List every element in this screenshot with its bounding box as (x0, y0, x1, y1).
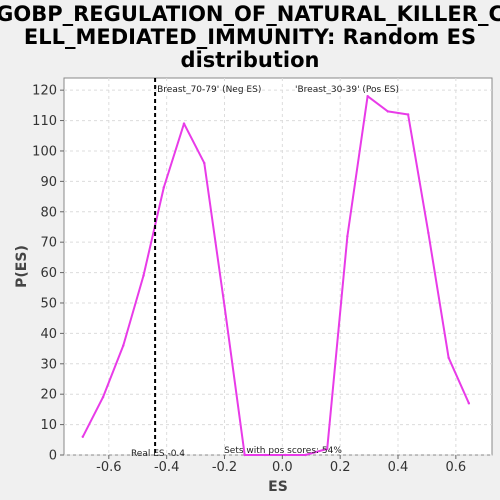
data-point (223, 304, 226, 308)
data-point (182, 122, 186, 125)
y-tick-label: 20 (40, 388, 57, 403)
data-point (325, 447, 329, 451)
neg-es-label: 'Breast_70-79' (Neg ES) (155, 85, 262, 95)
y-axis-label: P(ES) (14, 245, 30, 288)
data-point (81, 435, 84, 438)
data-point (243, 453, 246, 457)
pos-scores-label: Sets with pos scores: 54% (224, 446, 342, 456)
y-tick-label: 80 (40, 205, 57, 220)
y-tick-label: 10 (40, 418, 57, 433)
y-tick-label: 100 (32, 144, 57, 159)
chart-title: GOBP_REGULATION_OF_NATURAL_KILLER_CELL_M… (0, 2, 500, 72)
real-es-label: Real ES -0.4 (131, 449, 185, 459)
y-tick-label: 30 (40, 357, 57, 372)
grid-lines (64, 78, 492, 456)
data-point (366, 95, 369, 98)
title-line: ELL_MEDIATED_IMMUNITY: Random ES (24, 25, 476, 49)
x-tick-label: 0.6 (446, 460, 467, 475)
data-point (263, 453, 267, 457)
data-point (203, 161, 206, 165)
data-point (162, 186, 165, 189)
series-lines (81, 95, 471, 457)
data-point (101, 396, 105, 399)
y-tick-label: 110 (32, 114, 57, 129)
data-point (304, 453, 307, 457)
data-point (386, 110, 390, 113)
data-point (142, 274, 145, 277)
series-line (81, 95, 470, 456)
x-tick-label: -0.2 (212, 460, 237, 475)
data-point (427, 231, 430, 235)
data-point (122, 344, 125, 347)
y-tick-label: 70 (40, 236, 57, 251)
y-tick-label: 50 (40, 296, 57, 311)
title-line: distribution (181, 48, 320, 72)
axes: 0 10 20 30 40 50 60 70 80 90 100 110 120 -0.6 -0.4 -0.2… (32, 84, 466, 475)
x-tick-label: 0.4 (388, 460, 409, 475)
x-tick-label: -0.6 (96, 460, 121, 475)
data-point (346, 234, 349, 238)
y-tick-label: 90 (40, 175, 57, 190)
plot-area (63, 77, 493, 456)
x-tick-label: 0.0 (272, 460, 293, 475)
y-tick-label: 40 (40, 327, 57, 342)
y-tick-label: 120 (32, 84, 57, 99)
title-line: GOBP_REGULATION_OF_NATURAL_KILLER_C (0, 2, 500, 26)
data-point (467, 402, 471, 405)
data-point (447, 356, 450, 359)
x-axis-label: ES (268, 479, 288, 495)
pos-es-label: 'Breast_30-39' (Pos ES) (295, 85, 399, 95)
y-tick-label: 60 (40, 266, 57, 281)
data-point (406, 113, 410, 116)
data-point (284, 453, 287, 457)
x-tick-label: 0.2 (330, 460, 351, 475)
y-tick-label: 0 (49, 449, 57, 464)
x-tick-label: -0.4 (154, 460, 179, 475)
